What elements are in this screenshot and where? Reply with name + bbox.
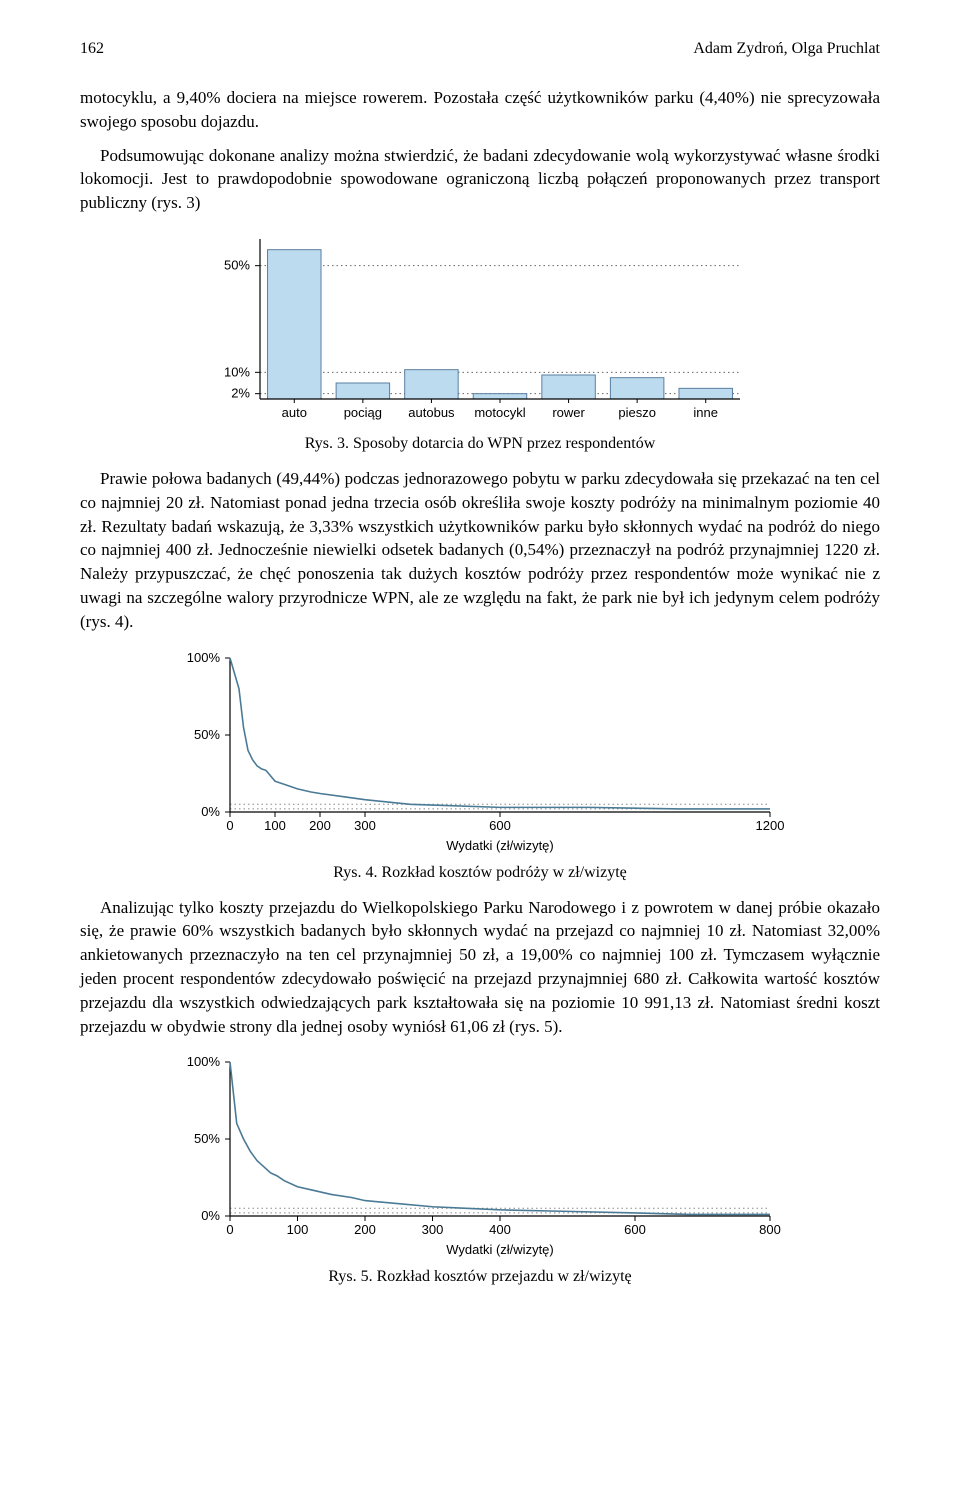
svg-text:auto: auto [282, 405, 307, 420]
chart-5-caption: Rys. 5. Rozkład kosztów przejazdu w zł/w… [80, 1268, 880, 1286]
page-header: 162 Adam Zydroń, Olga Pruchlat [80, 40, 880, 58]
svg-text:1200: 1200 [756, 818, 785, 833]
svg-text:10%: 10% [224, 364, 250, 379]
svg-text:100: 100 [264, 818, 286, 833]
chart-4-container: 0% 50% 100% 0 100 200 300 600 1200 Wydatki (zł/wi… [80, 648, 880, 858]
svg-text:800: 800 [759, 1222, 781, 1237]
chart-5-container: 0% 50% 100% 0 100 200 300 400 600 800 Wydatki (zł/… [80, 1052, 880, 1262]
svg-text:400: 400 [489, 1222, 511, 1237]
svg-text:0%: 0% [201, 1208, 220, 1223]
svg-text:200: 200 [354, 1222, 376, 1237]
svg-text:rower: rower [552, 405, 585, 420]
svg-text:Wydatki (zł/wizytę): Wydatki (zł/wizytę) [446, 1242, 554, 1257]
svg-text:600: 600 [624, 1222, 646, 1237]
svg-text:inne: inne [693, 405, 718, 420]
svg-text:pieszo: pieszo [618, 405, 656, 420]
svg-text:autobus: autobus [408, 405, 455, 420]
paragraph-2: Podsumowując dokonane analizy można stwi… [80, 144, 880, 215]
svg-text:0: 0 [226, 1222, 233, 1237]
paragraph-1: motocyklu, a 9,40% dociera na miejsce ro… [80, 86, 880, 134]
svg-text:2%: 2% [231, 386, 250, 401]
svg-text:300: 300 [422, 1222, 444, 1237]
paragraph-3: Prawie połowa badanych (49,44%) podczas … [80, 467, 880, 634]
svg-text:50%: 50% [224, 258, 250, 273]
page-number: 162 [80, 40, 104, 58]
svg-text:50%: 50% [194, 1131, 220, 1146]
svg-text:100%: 100% [187, 1054, 221, 1069]
svg-text:100%: 100% [187, 650, 221, 665]
svg-text:50%: 50% [194, 727, 220, 742]
svg-text:100: 100 [287, 1222, 309, 1237]
paragraph-4: Analizując tylko koszty przejazdu do Wie… [80, 896, 880, 1039]
chart-5-line: 0% 50% 100% 0 100 200 300 400 600 800 Wydatki (zł/… [170, 1052, 790, 1262]
chart-3-bar: 2% 10% 50% auto pociąg autobus motocykl rower pi… [200, 229, 760, 429]
svg-text:200: 200 [309, 818, 331, 833]
svg-text:pociąg: pociąg [344, 405, 382, 420]
svg-text:0: 0 [226, 818, 233, 833]
svg-text:motocykl: motocykl [474, 405, 525, 420]
svg-text:Wydatki (zł/wizytę): Wydatki (zł/wizytę) [446, 838, 554, 853]
svg-text:300: 300 [354, 818, 376, 833]
chart-3-container: 2% 10% 50% auto pociąg autobus motocykl rower pi… [80, 229, 880, 429]
chart-3-caption: Rys. 3. Sposoby dotarcia do WPN przez re… [80, 435, 880, 453]
svg-text:600: 600 [489, 818, 511, 833]
page-authors: Adam Zydroń, Olga Pruchlat [693, 40, 880, 58]
svg-text:0%: 0% [201, 804, 220, 819]
chart-4-caption: Rys. 4. Rozkład kosztów podróży w zł/wiz… [80, 864, 880, 882]
chart-4-line: 0% 50% 100% 0 100 200 300 600 1200 Wydatki (zł/wi… [170, 648, 790, 858]
